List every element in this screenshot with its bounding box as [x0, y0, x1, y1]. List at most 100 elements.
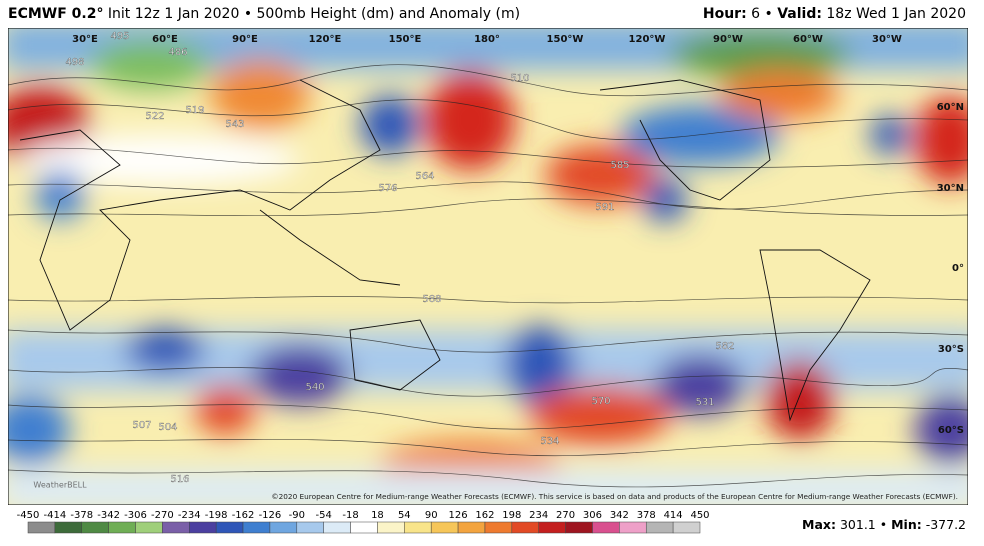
contour-label: 591 — [595, 202, 614, 213]
hour: 6 • — [751, 6, 773, 22]
contour-label: 507 — [132, 420, 151, 431]
contour-label: 510 — [510, 73, 529, 84]
colorbar-swatch — [377, 521, 405, 534]
colorbar-label: 162 — [475, 510, 494, 521]
contour-label: 543 — [225, 119, 244, 130]
run-info: Init 12z 1 Jan 2020 • 500mb Height (dm) … — [107, 6, 521, 22]
colorbar-label: -342 — [97, 510, 120, 521]
colorbar-swatch — [162, 521, 190, 534]
contour-label: 486 — [168, 47, 187, 58]
colorbar-label: -234 — [178, 510, 201, 521]
colorbar-swatch — [672, 521, 701, 534]
latitude-label: 60°N — [937, 102, 964, 113]
longitude-label: 120°W — [629, 34, 666, 45]
contour-label: 522 — [145, 111, 164, 122]
longitude-label: 90°E — [232, 34, 258, 45]
longitude-label: 180° — [474, 34, 500, 45]
contour-label: 576 — [378, 183, 397, 194]
colorbar-swatch — [27, 521, 56, 534]
contour-label: 540 — [305, 382, 324, 393]
colorbar-label: 54 — [398, 510, 411, 521]
longitude-label: 30°E — [72, 34, 98, 45]
header-left: ECMWF 0.2° Init 12z 1 Jan 2020 • 500mb H… — [8, 6, 520, 22]
contour-label: 585 — [610, 160, 629, 171]
colorbar-label: -450 — [17, 510, 40, 521]
longitude-label: 150°E — [389, 34, 422, 45]
colorbar-label: 306 — [583, 510, 602, 521]
latitude-label: 30°N — [937, 183, 964, 194]
colorbar-label: 90 — [425, 510, 438, 521]
contour-label: 564 — [415, 171, 434, 182]
longitude-label: 150°W — [547, 34, 584, 45]
contour-label: 582 — [715, 341, 734, 352]
colorbar-swatch — [484, 521, 513, 534]
colorbar-label: -414 — [44, 510, 67, 521]
colorbar-label: 342 — [610, 510, 629, 521]
logo: WeatherBELL — [33, 481, 87, 490]
colorbar-swatch — [645, 521, 674, 534]
longitude-label: 30°W — [872, 34, 902, 45]
colorbar-swatch — [135, 521, 163, 534]
contour-label: 588 — [422, 294, 441, 305]
colorbar-swatch — [54, 521, 83, 534]
anomaly-field — [8, 28, 968, 505]
min-label: Min: — [891, 517, 922, 532]
colorbar-swatch — [269, 521, 298, 534]
colorbar-swatch — [108, 521, 136, 534]
colorbar-swatch — [242, 521, 271, 534]
contour-label: 570 — [591, 396, 610, 407]
colorbar-swatch — [404, 521, 432, 534]
colorbar-label: -90 — [289, 510, 305, 521]
contour-label: 531 — [695, 397, 714, 408]
colorbar-swatch — [511, 521, 539, 534]
stats: Max: 301.1 • Min: -377.2 — [802, 517, 966, 532]
colorbar-label: 234 — [529, 510, 548, 521]
longitude-label: 60°W — [793, 34, 823, 45]
colorbar-swatch — [457, 521, 486, 534]
max: 301.1 • — [840, 517, 887, 532]
colorbar-swatch — [430, 521, 459, 534]
colorbar-swatch — [538, 521, 566, 534]
colorbar-swatch — [215, 521, 244, 534]
contour-label: 534 — [540, 436, 559, 447]
colorbar-label: 126 — [449, 510, 468, 521]
contour-label: 516 — [170, 474, 189, 485]
colorbar-swatch — [592, 521, 620, 534]
contour-label: 519 — [185, 105, 204, 116]
colorbar-label: -270 — [151, 510, 174, 521]
colorbar-label: -162 — [232, 510, 255, 521]
colorbar-label: 270 — [556, 510, 575, 521]
colorbar-label: -198 — [205, 510, 228, 521]
hour-label: Hour: — [702, 6, 747, 22]
colorbar-swatch — [619, 521, 647, 534]
latitude-label: 60°S — [938, 425, 964, 436]
header-right: Hour: 6 • Valid: 18z Wed 1 Jan 2020 — [703, 6, 966, 22]
longitude-label: 120°E — [309, 34, 342, 45]
colorbar-swatch — [81, 521, 109, 534]
contour-label: 498 — [65, 57, 84, 68]
colorbar-label: 378 — [637, 510, 656, 521]
colorbar-label: -54 — [316, 510, 332, 521]
model: ECMWF 0.2° — [8, 6, 104, 22]
valid: 18z Wed 1 Jan 2020 — [826, 6, 966, 22]
colorbar-label: -378 — [70, 510, 93, 521]
credit: ©2020 European Centre for Medium-range W… — [271, 492, 958, 501]
valid-label: Valid: — [777, 6, 822, 22]
latitude-label: 0° — [952, 263, 964, 274]
colorbar-swatch — [189, 521, 217, 534]
colorbar-swatch — [350, 521, 378, 534]
min: -377.2 — [926, 517, 966, 532]
contour-label: 495 — [110, 31, 129, 42]
contours — [8, 64, 968, 488]
colorbar-label: -18 — [342, 510, 358, 521]
colorbar-label: 198 — [502, 510, 521, 521]
colorbar-label: 18 — [371, 510, 384, 521]
colorbar-label: -126 — [259, 510, 282, 521]
coastlines — [19, 79, 871, 422]
longitude-label: 90°W — [713, 34, 743, 45]
longitude-label: 60°E — [152, 34, 178, 45]
max-label: Max: — [802, 517, 836, 532]
contour-label: 504 — [158, 422, 177, 433]
colorbar-swatch — [323, 521, 351, 534]
